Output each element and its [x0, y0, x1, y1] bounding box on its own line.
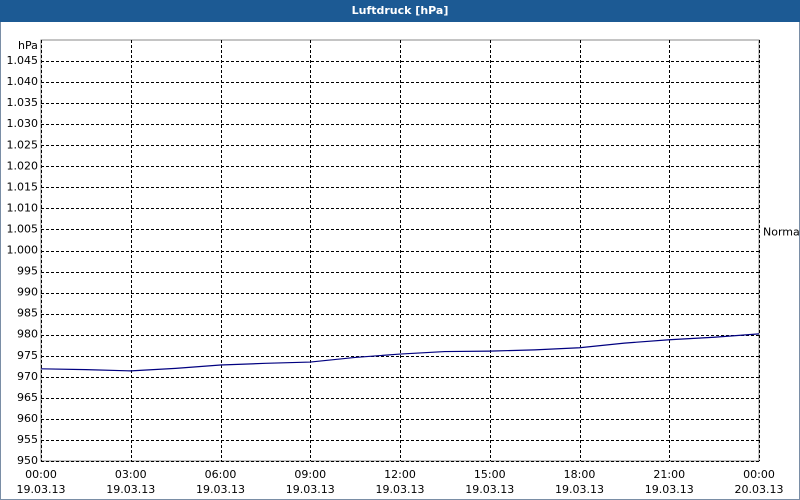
y-tick-label: 960: [17, 412, 38, 425]
y-tick-label: 1.040: [7, 75, 39, 88]
y-tick-label: 1.020: [7, 159, 39, 172]
y-tick-label: 1.025: [7, 138, 39, 151]
y-tick-label: 1.035: [7, 96, 39, 109]
y-tick-label: 1.005: [7, 222, 39, 235]
y-tick-label: 1.000: [7, 244, 39, 257]
y-tick-label: 955: [17, 433, 38, 446]
y-tick-label: 980: [17, 328, 38, 341]
title-bar: [0, 0, 800, 22]
y-tick-label: 1.010: [7, 201, 39, 214]
x-tick-label: 09:00 19.03.13: [286, 468, 335, 496]
y-tick-label: 995: [17, 265, 38, 278]
y-tick-label: 1.030: [7, 117, 39, 130]
x-tick-label: 15:00 19.03.13: [465, 468, 514, 496]
series-line: [40, 333, 760, 372]
y-tick-label: 975: [17, 349, 38, 362]
x-tick-label: 18:00 19.03.13: [555, 468, 604, 496]
x-tick-label: 12:00 19.03.13: [376, 468, 425, 496]
x-tick-label: 06:00 19.03.13: [196, 468, 245, 496]
y-tick-label: 990: [17, 286, 38, 299]
x-tick-label: 03:00 19.03.13: [106, 468, 155, 496]
y-tick-label: 965: [17, 391, 38, 404]
chart-title: Luftdruck [hPa]: [352, 4, 449, 17]
y-tick-label: 1.045: [7, 54, 39, 67]
y-tick-label: 985: [17, 307, 38, 320]
y-unit: hPa: [18, 39, 38, 52]
reference-label: Normal: [763, 225, 800, 238]
y-tick-label: 970: [17, 370, 38, 383]
y-tick-label: 1.015: [7, 180, 39, 193]
y-tick-label: 950: [17, 454, 38, 467]
x-tick-label: 00:00 19.03.13: [17, 468, 66, 496]
x-tick-label: 00:00 20.03.13: [735, 468, 784, 496]
x-tick-label: 21:00 19.03.13: [645, 468, 694, 496]
